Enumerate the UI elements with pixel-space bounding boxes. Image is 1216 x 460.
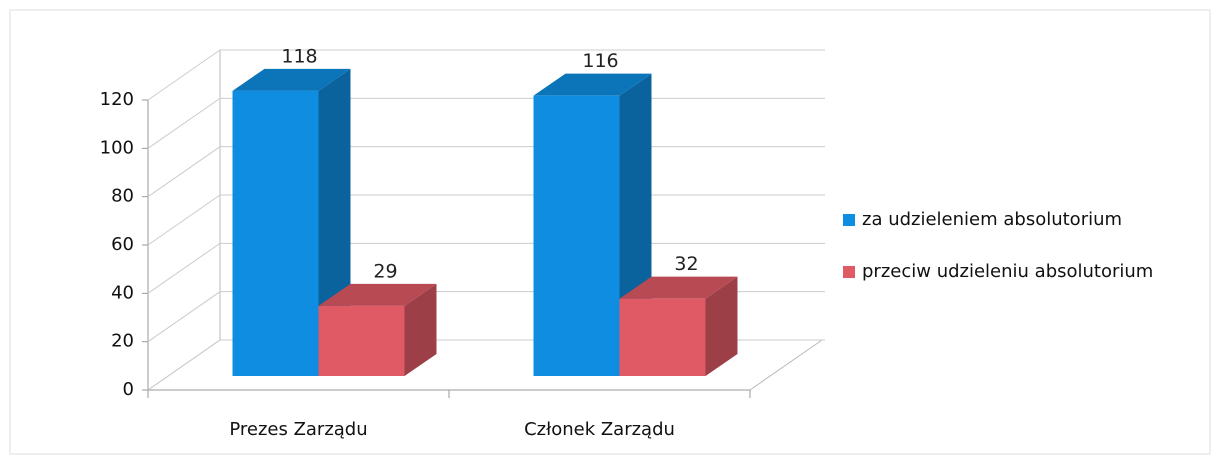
y-tick-label: 60 (111, 234, 134, 255)
y-tick-label: 80 (111, 186, 134, 207)
bar (318, 305, 405, 376)
bar-top (619, 276, 738, 299)
legend-swatch (843, 266, 855, 278)
bar-side (705, 276, 738, 376)
bar-side (404, 283, 437, 376)
legend-label: za udzieleniem absolutorium (862, 209, 1122, 230)
x-tick-label: Członek Zarządu (524, 419, 675, 440)
bar (619, 298, 706, 376)
y-tick-label: 0 (123, 379, 134, 400)
bar (232, 90, 319, 376)
x-tick-label: Prezes Zarządu (229, 419, 367, 440)
frame (9, 9, 1211, 455)
bar (533, 95, 620, 377)
value-label: 29 (373, 260, 397, 282)
y-tick-label: 100 (100, 137, 134, 158)
legend-swatch (843, 214, 855, 226)
bar-top (533, 73, 652, 96)
value-label: 118 (281, 45, 317, 67)
y-tick-label: 40 (111, 282, 134, 303)
bar-top (232, 68, 351, 91)
y-tick-label: 120 (100, 89, 134, 110)
bar-top (318, 283, 437, 306)
legend-label: przeciw udzieleniu absolutorium (862, 261, 1153, 282)
value-label: 116 (582, 50, 618, 72)
grid-line (147, 49, 825, 101)
y-tick-label: 20 (111, 331, 134, 352)
value-label: 32 (674, 253, 698, 275)
